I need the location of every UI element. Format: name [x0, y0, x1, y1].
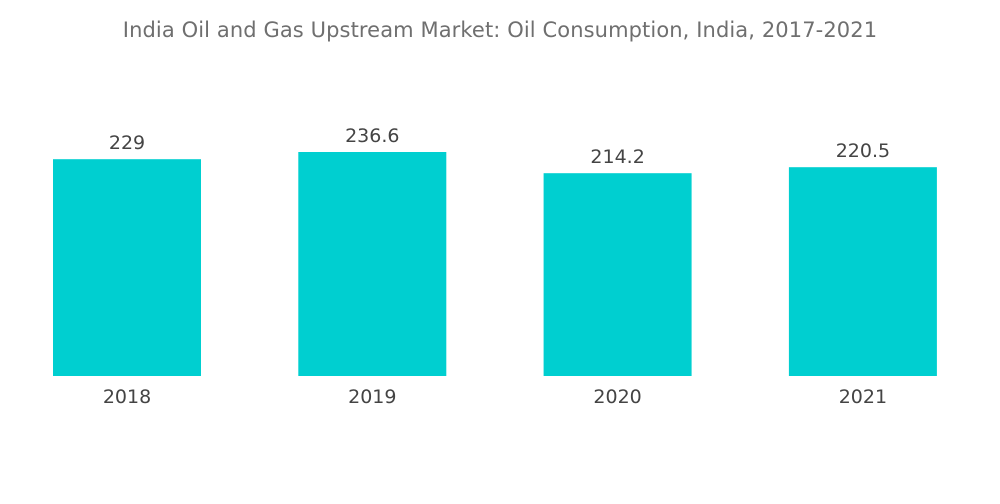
data-label-2019: 236.6 — [345, 125, 399, 147]
x-tick-labels-group: 2018 2019 2020 2021 — [103, 386, 887, 408]
data-label-2020: 214.2 — [590, 146, 644, 168]
bars-group — [53, 152, 937, 376]
x-tick-label-2018: 2018 — [103, 386, 151, 408]
bar-2020 — [543, 173, 692, 376]
x-tick-label-2019: 2019 — [348, 386, 396, 408]
data-label-2018: 229 — [109, 132, 145, 154]
chart-title: India Oil and Gas Upstream Market: Oil C… — [122, 18, 878, 42]
data-label-2021: 220.5 — [836, 140, 890, 162]
bar-2018 — [53, 159, 201, 376]
x-tick-label-2020: 2020 — [593, 386, 641, 408]
x-tick-label-2021: 2021 — [839, 386, 887, 408]
bar-2019 — [298, 152, 447, 376]
bar-2021 — [788, 167, 937, 376]
data-labels-group: 229 236.6 214.2 220.5 — [109, 125, 890, 168]
